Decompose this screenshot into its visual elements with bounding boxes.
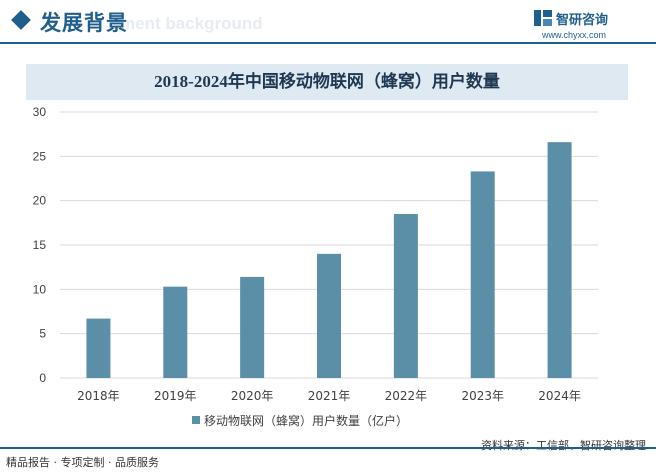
y-tick-label: 30 xyxy=(33,105,47,119)
y-tick-label: 10 xyxy=(33,282,47,296)
bar xyxy=(317,253,341,378)
legend-label: 移动物联网（蜂窝）用户数量（亿户） xyxy=(204,413,408,428)
x-tick-label: 2024年 xyxy=(538,389,581,403)
section-header: ment background 发展背景 智研咨询 www.chyxx.com xyxy=(0,0,656,46)
source-note: 资料来源：工信部、智研咨询整理 xyxy=(481,439,646,452)
y-tick-label: 5 xyxy=(39,327,46,341)
bar xyxy=(393,213,418,378)
footer-slogan: 精品报告 · 专项定制 · 品质服务 xyxy=(6,456,159,469)
legend-swatch xyxy=(192,416,200,424)
brand-logo-block: 智研咨询 www.chyxx.com xyxy=(534,8,644,42)
x-tick-label: 2022年 xyxy=(385,389,428,403)
x-tick-label: 2021年 xyxy=(308,389,351,403)
brand-name: 智研咨询 xyxy=(556,13,609,28)
x-tick-label: 2020年 xyxy=(231,389,274,403)
header-divider xyxy=(0,42,656,44)
bar xyxy=(163,286,188,378)
bar xyxy=(240,276,265,378)
bar xyxy=(547,142,572,378)
brand-logo-icon xyxy=(534,10,552,26)
section-title: 发展背景 xyxy=(40,11,128,35)
y-tick-label: 15 xyxy=(33,238,47,252)
chart-title-bar: 2018-2024年中国移动物联网（蜂窝）用户数量 xyxy=(26,64,628,100)
bar xyxy=(470,171,495,378)
y-tick-label: 25 xyxy=(33,149,47,163)
y-tick-label: 0 xyxy=(39,371,46,385)
x-tick-label: 2019年 xyxy=(154,389,197,403)
x-tick-label: 2023年 xyxy=(461,389,504,403)
bar xyxy=(86,318,111,378)
x-tick-label: 2018年 xyxy=(77,389,120,403)
brand-url: www.chyxx.com xyxy=(542,30,607,40)
y-tick-label: 20 xyxy=(33,194,47,208)
bar-chart: 0 5 10 15 20 25 30 2018年 2019年 2020年 2021年 2022年 202… xyxy=(33,105,598,428)
footer-divider xyxy=(0,447,656,449)
chart-title: 2018-2024年中国移动物联网（蜂窝）用户数量 xyxy=(154,72,500,91)
section-watermark: ment background xyxy=(120,14,263,33)
diamond-icon xyxy=(11,10,31,30)
